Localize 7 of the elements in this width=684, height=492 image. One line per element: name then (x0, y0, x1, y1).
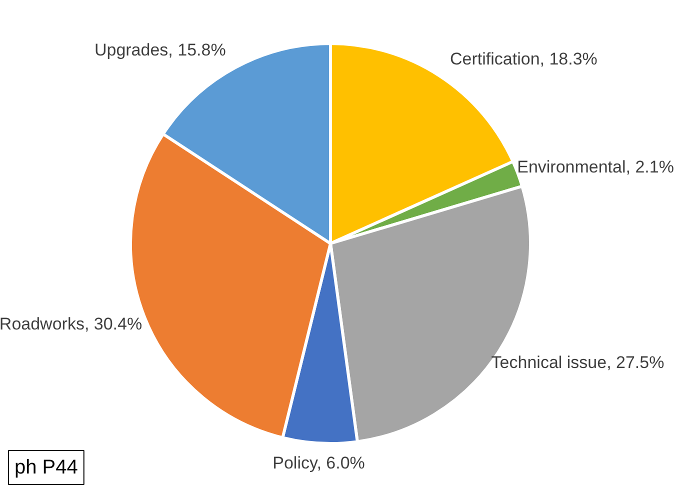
slice-label: Certification, 18.3% (450, 49, 598, 68)
slice-label: Environmental, 2.1% (517, 157, 674, 176)
text: ph P44 (14, 456, 78, 478)
slice-label: Upgrades, 15.8% (94, 40, 226, 60)
slice-label: Technical issue, 27.5% (491, 353, 664, 372)
slice-label: Roadworks, 30.4% (0, 314, 142, 334)
slice-label: Policy, 6.0% (272, 454, 365, 473)
